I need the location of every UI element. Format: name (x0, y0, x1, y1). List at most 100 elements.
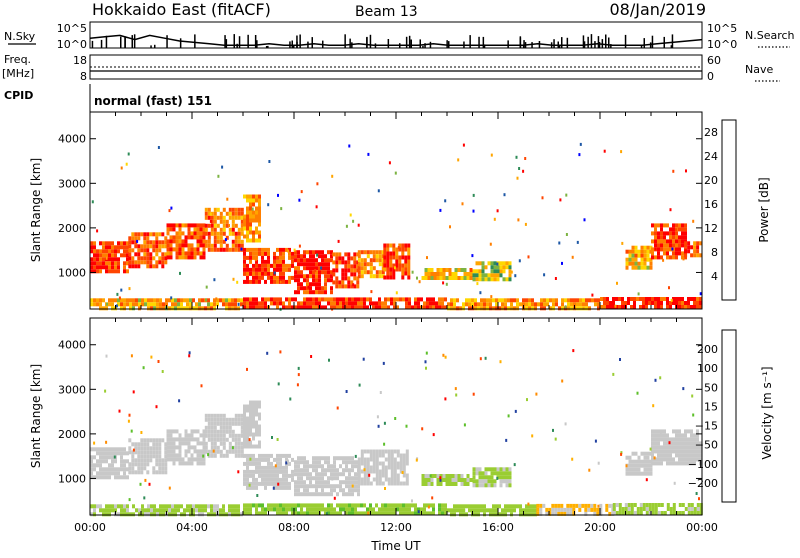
velocity-cell-8 (421, 474, 425, 478)
power-cell-13 (675, 235, 678, 240)
velocity-cell-11 (693, 449, 696, 454)
power-cell-0 (114, 269, 117, 274)
velocity-cell-15 (599, 511, 603, 516)
power-cell-4 (246, 238, 249, 243)
velocity-cell-1 (134, 450, 138, 455)
power-cell-13 (669, 227, 672, 232)
velocity-cell-3 (231, 429, 235, 434)
velocity-cell-5 (255, 485, 258, 490)
velocity-cell-14 (477, 512, 480, 517)
power-cell-2 (199, 239, 203, 244)
velocity-cell-2 (187, 457, 191, 462)
power-speck (442, 281, 445, 285)
nsky-spike (610, 44, 612, 48)
power-cell-8 (363, 250, 367, 255)
velocity-cell-2 (175, 457, 179, 462)
velocity-cell-8 (457, 474, 461, 478)
velocity-cell-13 (399, 507, 402, 512)
velocity-cell-7 (390, 469, 394, 474)
power-cell-17 (456, 306, 459, 311)
velocity-cell-7 (393, 469, 397, 474)
velocity-cell-16 (618, 503, 622, 507)
power-cell-17 (585, 298, 588, 303)
power-cell-16 (393, 301, 396, 306)
power-cell-3 (219, 247, 223, 252)
velocity-cell-14 (510, 504, 513, 509)
velocity-speck (514, 409, 517, 413)
power-cell-18 (630, 297, 633, 301)
power-cell-6 (309, 266, 312, 271)
power-cell-0 (111, 249, 114, 254)
power-cell-15 (162, 306, 165, 311)
power-cell-10 (448, 268, 452, 272)
power-cell-18 (648, 297, 651, 301)
power-cell-0 (111, 257, 114, 262)
velocity-cell-8 (445, 474, 449, 478)
velocity-cell-6 (318, 476, 321, 481)
velocity-cell-1 (140, 438, 144, 443)
power-cell-7 (335, 252, 339, 257)
velocity-cell-3 (231, 437, 235, 442)
power-cell-11 (475, 277, 479, 282)
velocity-cell-3 (228, 425, 232, 430)
velocity-cell-10 (631, 459, 635, 464)
power-cell-3 (222, 207, 226, 212)
power-cell-6 (294, 290, 297, 295)
power-cell-7 (344, 276, 348, 281)
velocity-cell-1 (146, 462, 150, 467)
velocity-cell-13 (366, 507, 369, 512)
velocity-cell-9 (487, 483, 491, 488)
velocity-cell-4 (258, 440, 261, 445)
velocity-speck (564, 422, 567, 426)
velocity-cell-5 (258, 457, 261, 462)
power-cell-1 (137, 236, 141, 241)
power-cell-16 (312, 301, 315, 306)
power-cell-13 (663, 239, 666, 244)
power-cell-0 (114, 253, 117, 258)
power-cell-9 (401, 251, 405, 256)
velocity-cell-13 (387, 503, 390, 508)
power-cell-0 (111, 241, 114, 246)
velocity-cell-11 (666, 437, 669, 442)
power-cell-11 (499, 269, 503, 274)
power-cell-2 (178, 235, 182, 240)
power-cell-1 (131, 264, 135, 269)
power-cell-2 (187, 223, 191, 228)
velocity-cell-9 (478, 479, 482, 484)
power-cell-17 (459, 306, 462, 311)
power-cell-1 (161, 232, 165, 237)
velocity-cell-15 (572, 507, 576, 512)
power-cell-0 (90, 269, 93, 274)
velocity-cell-4 (249, 428, 252, 433)
velocity-cell-1 (158, 470, 162, 475)
velocity-cell-6 (342, 460, 345, 465)
velocity-cell-5 (282, 453, 285, 458)
power-cell-16 (348, 297, 351, 302)
power-cell-13 (684, 243, 687, 248)
power-speck (603, 149, 606, 153)
velocity-cell-4 (243, 444, 246, 449)
velocity-cell-6 (327, 492, 330, 497)
power-cell-9 (407, 243, 411, 248)
power-cell-11 (478, 273, 482, 278)
power-cell-5 (276, 275, 279, 280)
power-cell-7 (335, 256, 339, 261)
power-cell-16 (372, 305, 375, 310)
power-cell-3 (219, 243, 223, 248)
velocity-speck (620, 452, 623, 456)
power-cell-7 (332, 280, 336, 285)
velocity-cell-1 (143, 450, 147, 455)
velocity-cell-11 (660, 445, 663, 450)
velocity-cell-15 (545, 511, 549, 516)
power-cell-0 (93, 245, 96, 250)
velocity-cell-1 (140, 454, 144, 459)
power-cell-18 (633, 301, 636, 305)
velocity-xtick-label-3: 12:00 (380, 521, 412, 534)
velocity-cell-6 (297, 464, 300, 469)
power-speck (476, 282, 479, 286)
power-cell-4 (246, 198, 249, 203)
power-cell-4 (258, 218, 261, 223)
velocity-cell-11 (672, 449, 675, 454)
power-cell-18 (687, 301, 690, 305)
velocity-speck (444, 355, 447, 359)
